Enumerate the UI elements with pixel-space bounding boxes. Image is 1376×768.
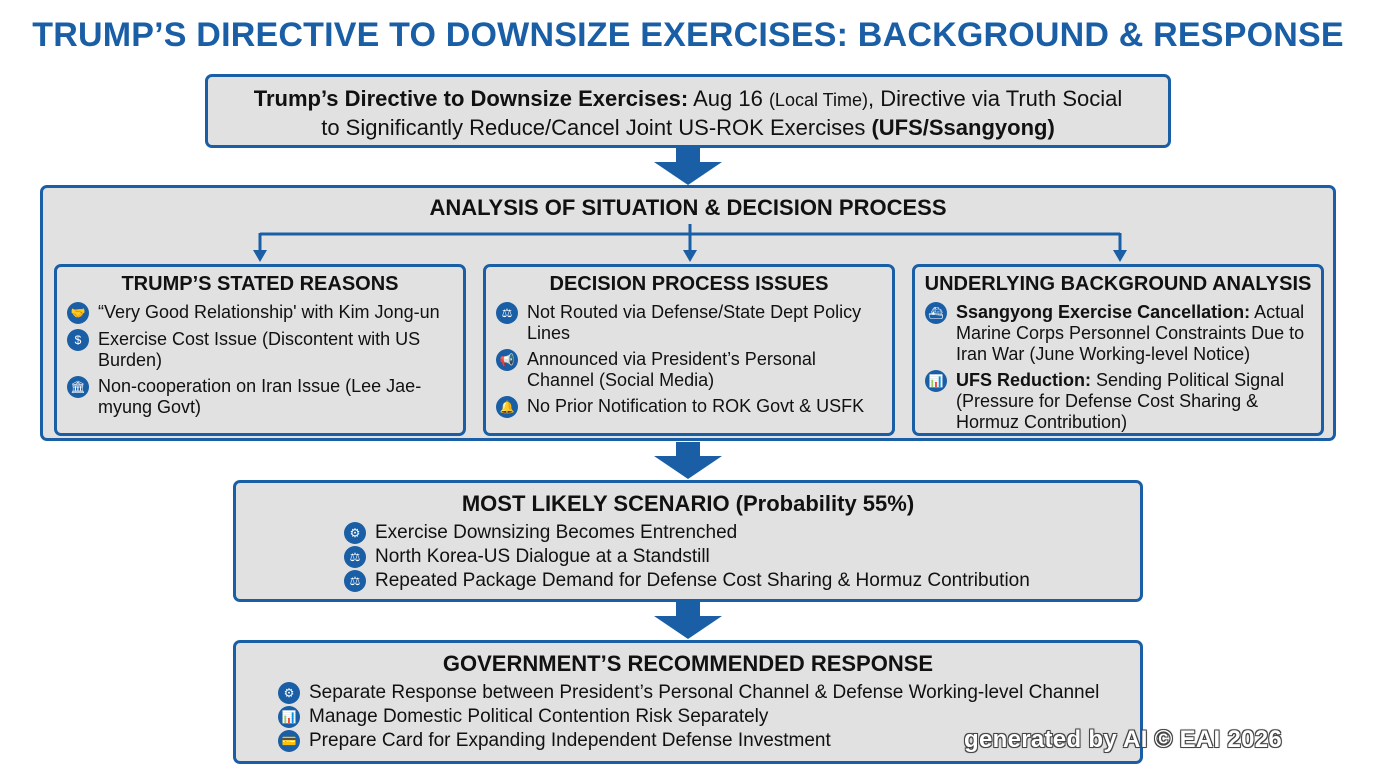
list-item: 🔔 No Prior Notification to ROK Govt & USF… xyxy=(496,396,886,418)
bar-chart-icon: 📊 xyxy=(278,706,300,728)
analysis-panel: ANALYSIS OF SITUATION & DECISION PROCESS… xyxy=(40,185,1336,441)
item-bold: UFS Reduction: xyxy=(956,370,1091,390)
down-arrow-1 xyxy=(654,148,722,185)
list-item: ⚙ Exercise Downsizing Becomes Entrenched xyxy=(344,521,1140,545)
card-icon: 💳 xyxy=(278,730,300,752)
list-item: ⚙ Separate Response between President’s P… xyxy=(278,681,1140,705)
ship-icon: ⛴ xyxy=(925,302,947,324)
list-item: 📢 Announced via President’s Personal Chan… xyxy=(496,349,886,391)
item-text: North Korea-US Dialogue at a Standstill xyxy=(375,546,710,567)
item-text: Announced via President’s Personal Chann… xyxy=(527,349,816,390)
org-chart-icon: ⚙ xyxy=(278,682,300,704)
scales-icon: ⚖ xyxy=(344,570,366,592)
directive-date: Aug 16 xyxy=(688,86,769,111)
scales-icon: ⚖ xyxy=(344,546,366,568)
stated-reasons-card: TRUMP’S STATED REASONS 🤝 “Very Good Relat… xyxy=(54,264,466,436)
list-item: 🤝 “Very Good Relationship' with Kim Jong-… xyxy=(67,302,457,324)
item-text: Prepare Card for Expanding Independent D… xyxy=(309,730,831,751)
item-text: Exercise Downsizing Becomes Entrenched xyxy=(375,522,738,543)
list-item: $ Exercise Cost Issue (Discontent with US… xyxy=(67,329,457,371)
list-item: 🏛 Non-cooperation on Iran Issue (Lee Jae-… xyxy=(67,376,457,418)
item-text: Separate Response between President’s Pe… xyxy=(309,682,1100,703)
item-text: Manage Domestic Political Contention Ris… xyxy=(309,706,769,727)
directive-box: Trump’s Directive to Downsize Exercises:… xyxy=(205,74,1171,148)
government-building-icon: 🏛 xyxy=(67,376,89,398)
org-chart-icon: ⚙ xyxy=(344,522,366,544)
directive-exercises: (UFS/Ssangyong) xyxy=(871,115,1055,140)
item-text: Sending Political Signal (Pressure for D… xyxy=(956,370,1285,432)
stated-reasons-title: TRUMP’S STATED REASONS xyxy=(121,273,399,295)
bar-chart-icon: 📊 xyxy=(925,370,947,392)
item-text: No Prior Notification to ROK Govt & USFK xyxy=(527,396,865,416)
down-arrow-2 xyxy=(654,442,722,479)
list-item: ⚖ Not Routed via Defense/State Dept Polic… xyxy=(496,302,886,344)
item-text: “Very Good Relationship' with Kim Jong-u… xyxy=(98,302,440,322)
item-bold: Ssangyong Exercise Cancellation: xyxy=(956,302,1251,322)
item-text: Exercise Cost Issue (Discontent with US … xyxy=(98,329,421,370)
branch-connector xyxy=(253,224,1127,262)
list-item: ⚖ Repeated Package Demand for Defense Cos… xyxy=(344,569,1140,593)
scales-icon: ⚖ xyxy=(496,302,518,324)
directive-channel: , Directive via Truth Social xyxy=(867,86,1123,111)
background-analysis-card: UNDERLYING BACKGROUND ANALYSIS ⛴ Ssangyon… xyxy=(912,264,1324,436)
scenario-box: MOST LIKELY SCENARIO (Probability 55%) ⚙… xyxy=(233,480,1143,602)
down-arrow-3 xyxy=(654,602,722,639)
list-item: 📊 UFS Reduction: Sending Political Signal… xyxy=(925,370,1315,433)
directive-heading: Trump’s Directive to Downsize Exercises: xyxy=(253,86,689,111)
analysis-title: ANALYSIS OF SITUATION & DECISION PROCESS xyxy=(429,195,947,220)
list-item: ⚖ North Korea-US Dialogue at a Standstill xyxy=(344,545,1140,569)
background-analysis-title: UNDERLYING BACKGROUND ANALYSIS xyxy=(924,273,1312,295)
bell-icon: 🔔 xyxy=(496,396,518,418)
list-item: 💳 Prepare Card for Expanding Independent … xyxy=(278,729,1140,753)
list-item: ⛴ Ssangyong Exercise Cancellation: Actual… xyxy=(925,302,1315,365)
decision-process-title: DECISION PROCESS ISSUES xyxy=(549,273,829,295)
item-text: Not Routed via Defense/State Dept Policy… xyxy=(527,302,862,343)
money-bag-icon: $ xyxy=(67,329,89,351)
item-text: Repeated Package Demand for Defense Cost… xyxy=(375,570,1030,591)
item-text: Non-cooperation on Iran Issue (Lee Jae-m… xyxy=(98,376,422,417)
directive-description: to Significantly Reduce/Cancel Joint US-… xyxy=(321,115,872,140)
scenario-title: MOST LIKELY SCENARIO (Probability 55%) xyxy=(461,491,915,516)
decision-process-card: DECISION PROCESS ISSUES ⚖ Not Routed via … xyxy=(483,264,895,436)
directive-local-time: (Local Time) xyxy=(768,90,868,110)
government-title: GOVERNMENT’S RECOMMENDED RESPONSE xyxy=(442,651,934,676)
megaphone-icon: 📢 xyxy=(496,349,518,371)
government-response-box: GOVERNMENT’S RECOMMENDED RESPONSE ⚙ Separ… xyxy=(233,640,1143,764)
item-text: Actual Marine Corps Personnel Constraint… xyxy=(956,302,1305,364)
page-title: TRUMP’S DIRECTIVE TO DOWNSIZE EXERCISES:… xyxy=(32,16,1344,54)
handshake-icon: 🤝 xyxy=(67,302,89,324)
watermark: generated by AI © EAI 2026 xyxy=(964,726,1283,753)
list-item: 📊 Manage Domestic Political Contention Ri… xyxy=(278,705,1140,729)
